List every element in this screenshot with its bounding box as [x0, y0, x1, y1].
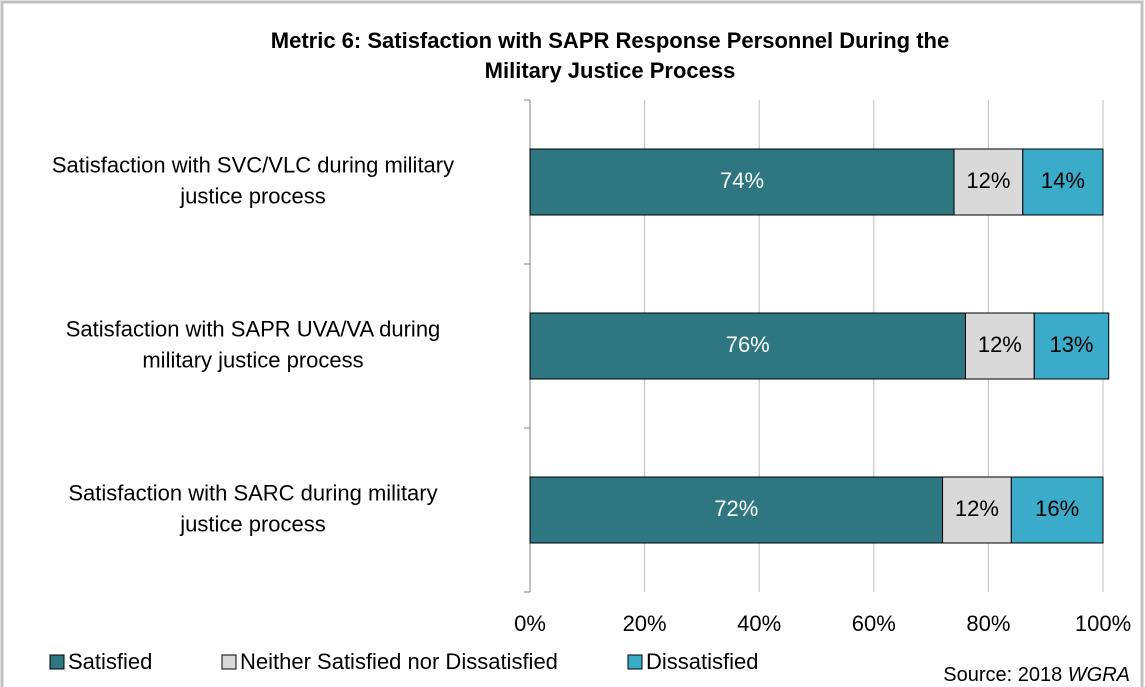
x-tick-label: 0% [514, 611, 546, 636]
category-label: justice process [179, 183, 326, 208]
chart-title: Metric 6: Satisfaction with SAPR Respons… [271, 28, 949, 53]
source: Source: 2018 WGRA [943, 664, 1130, 686]
value-label: 74% [720, 168, 764, 193]
legend-swatch [221, 654, 237, 670]
chart-title: Military Justice Process [485, 58, 736, 83]
category-label: military justice process [142, 347, 363, 372]
bar-segment [529, 476, 944, 544]
category-label: Satisfaction with SAPR UVA/VA during [66, 316, 441, 341]
category-label: Satisfaction with SVC/VLC during militar… [52, 152, 454, 177]
bar-segment [1022, 148, 1104, 216]
legend-label: Satisfied [68, 649, 152, 674]
legend-label: Dissatisfied [646, 649, 758, 674]
value-label: 13% [1049, 332, 1093, 357]
value-label: 76% [726, 332, 770, 357]
bar-segment [1033, 312, 1110, 380]
category-label: Satisfaction with SARC during military [68, 480, 437, 505]
legend-label: Neither Satisfied nor Dissatisfied [240, 649, 558, 674]
bar-segment [1010, 476, 1104, 544]
x-tick-label: 20% [623, 611, 667, 636]
value-label: 14% [1041, 168, 1085, 193]
legend-swatch [49, 654, 65, 670]
bar-segment [942, 476, 1012, 544]
source-text: Source: 2018 [943, 664, 1062, 686]
source-italic: WGRA [1068, 664, 1130, 686]
value-label: 72% [714, 496, 758, 521]
category-label: justice process [179, 511, 326, 536]
legend-swatch [627, 654, 643, 670]
value-label: 12% [978, 332, 1022, 357]
value-label: 12% [966, 168, 1010, 193]
x-tick-label: 40% [737, 611, 781, 636]
x-tick-label: 100% [1075, 611, 1131, 636]
x-tick-label: 80% [966, 611, 1010, 636]
value-label: 16% [1035, 496, 1079, 521]
x-tick-label: 60% [852, 611, 896, 636]
value-label: 12% [955, 496, 999, 521]
